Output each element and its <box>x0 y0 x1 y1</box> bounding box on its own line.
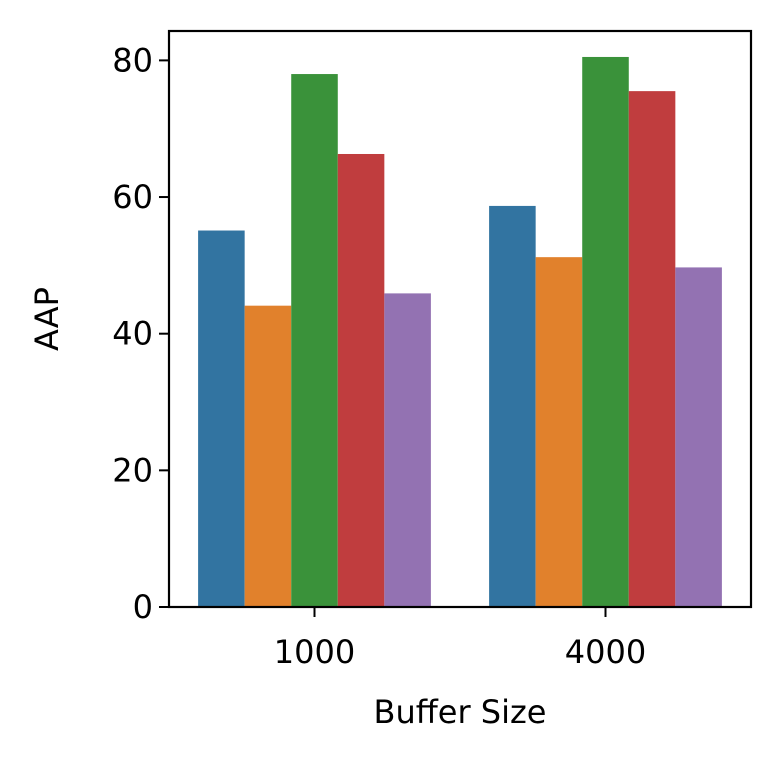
bar-1000-series-2 <box>244 305 292 607</box>
bar-4000-series-5 <box>675 267 722 607</box>
bar-4000-series-4 <box>628 91 676 607</box>
y-tick-label: 40 <box>112 315 153 353</box>
y-tick-label: 80 <box>112 41 153 79</box>
bar-1000-series-5 <box>384 293 431 607</box>
x-tick-label: 4000 <box>565 633 646 671</box>
bar-1000-series-4 <box>337 153 385 608</box>
y-tick-label: 0 <box>133 588 153 626</box>
plot-area-frame <box>167 29 753 609</box>
x-tick-label: 1000 <box>274 633 355 671</box>
x-axis-ticks: 1000 4000 <box>274 607 646 671</box>
y-tick-label: 20 <box>112 451 153 489</box>
y-tick-label: 60 <box>112 178 153 216</box>
bars-group <box>198 56 722 608</box>
bar-4000-series-2 <box>535 257 583 607</box>
bar-4000-series-3 <box>582 56 629 607</box>
bar-1000-series-1 <box>198 230 245 607</box>
bar-4000-series-1 <box>489 205 536 608</box>
y-axis-title: AAP <box>28 287 66 351</box>
x-axis-title: Buffer Size <box>374 693 547 731</box>
y-axis-ticks: 0 20 40 60 80 <box>112 41 169 626</box>
bar-1000-series-3 <box>291 74 338 608</box>
